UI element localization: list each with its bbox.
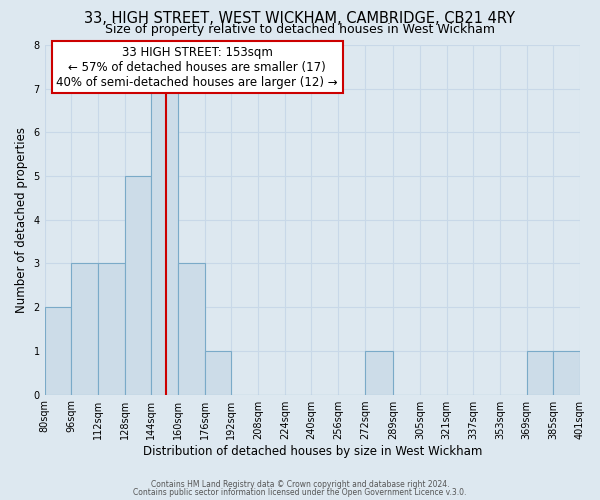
Bar: [71, 264, 98, 394]
Text: Contains public sector information licensed under the Open Government Licence v.: Contains public sector information licen…: [133, 488, 467, 497]
Text: 33, HIGH STREET, WEST WICKHAM, CAMBRIDGE, CB21 4RY: 33, HIGH STREET, WEST WICKHAM, CAMBRIDGE…: [85, 11, 515, 26]
Text: Size of property relative to detached houses in West Wickham: Size of property relative to detached ho…: [105, 22, 495, 36]
Bar: [44, 307, 71, 394]
Bar: [205, 351, 232, 395]
X-axis label: Distribution of detached houses by size in West Wickham: Distribution of detached houses by size …: [143, 444, 482, 458]
Bar: [365, 351, 393, 395]
Text: Contains HM Land Registry data © Crown copyright and database right 2024.: Contains HM Land Registry data © Crown c…: [151, 480, 449, 489]
Bar: [553, 351, 580, 395]
Bar: [125, 176, 151, 394]
Text: 33 HIGH STREET: 153sqm
← 57% of detached houses are smaller (17)
40% of semi-det: 33 HIGH STREET: 153sqm ← 57% of detached…: [56, 46, 338, 88]
Y-axis label: Number of detached properties: Number of detached properties: [15, 127, 28, 313]
Bar: [98, 264, 125, 394]
Bar: [527, 351, 553, 395]
Bar: [151, 88, 178, 395]
Bar: [178, 264, 205, 394]
